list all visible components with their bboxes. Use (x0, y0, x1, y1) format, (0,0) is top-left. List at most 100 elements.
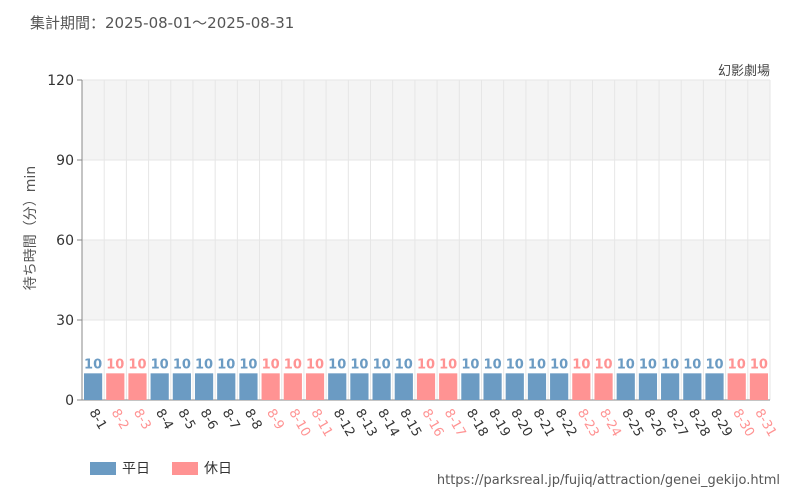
bar-value-label: 10 (661, 357, 679, 372)
y-tick-label: 90 (56, 153, 74, 169)
bar-value-label: 10 (239, 357, 257, 372)
y-tick-label: 0 (65, 393, 74, 409)
bar (305, 373, 325, 400)
bar-value-label: 10 (350, 357, 368, 372)
y-tick-label: 30 (56, 313, 74, 329)
bar (705, 373, 724, 400)
bar (328, 373, 347, 400)
bar-value-label: 10 (572, 357, 590, 372)
bar (638, 373, 658, 400)
bar-value-label: 10 (306, 357, 324, 372)
legend-label-weekday: 平日 (122, 461, 150, 477)
x-tick-label: 8-15 (396, 407, 424, 440)
x-tick-label: 8-30 (729, 407, 757, 440)
bar-value-label: 10 (617, 357, 635, 372)
bar-value-label: 10 (550, 357, 568, 372)
bar-value-label: 10 (195, 357, 213, 372)
bar (217, 373, 236, 400)
bar (749, 373, 769, 400)
x-tick-label: 8-10 (285, 407, 313, 440)
grid-band (82, 240, 770, 320)
bar-value-label: 10 (439, 357, 457, 372)
x-tick-label: 8-1 (86, 407, 110, 433)
legend-item-weekday: 平日 (90, 458, 150, 478)
bar (172, 373, 191, 400)
x-tick-label: 8-2 (108, 407, 132, 433)
bar (106, 373, 125, 400)
x-tick-label: 8-19 (485, 407, 513, 440)
bar-value-label: 10 (705, 357, 723, 372)
bar (194, 373, 214, 400)
bar-value-label: 10 (683, 357, 701, 372)
bar-value-label: 10 (728, 357, 746, 372)
bar-value-label: 10 (217, 357, 235, 372)
legend-label-holiday: 休日 (204, 461, 232, 477)
x-tick-label: 8-31 (751, 407, 779, 440)
y-tick-label: 120 (47, 73, 74, 89)
x-tick-label: 8-4 (152, 407, 176, 433)
bar (683, 373, 702, 400)
bar-value-label: 10 (328, 357, 346, 372)
bar-value-label: 10 (461, 357, 479, 372)
bar (350, 373, 369, 400)
attraction-name: 幻影劇場 (717, 64, 770, 79)
x-tick-label: 8-21 (530, 407, 558, 440)
x-tick-label: 8-28 (685, 407, 713, 440)
bar-value-label: 10 (128, 357, 146, 372)
x-tick-label: 8-6 (197, 407, 221, 433)
legend-swatch-holiday (172, 461, 198, 475)
bar-value-label: 10 (750, 357, 768, 372)
legend-item-holiday: 休日 (172, 458, 232, 478)
bar (572, 373, 591, 400)
x-tick-label: 8-14 (374, 407, 402, 440)
bar-value-label: 10 (484, 357, 502, 372)
grid-band (82, 80, 770, 160)
x-tick-label: 8-13 (352, 407, 380, 440)
source-link[interactable]: https://parksreal.jp/fujiq/attraction/ge… (436, 473, 780, 488)
x-tick-label: 8-11 (308, 407, 336, 440)
bar (594, 373, 613, 400)
bar (550, 373, 569, 400)
bar (128, 373, 147, 400)
x-tick-label: 8-22 (552, 407, 580, 440)
bar (483, 373, 502, 400)
bar (372, 373, 391, 400)
bar-value-label: 10 (106, 357, 124, 372)
x-tick-label: 8-26 (640, 407, 668, 440)
period-label: 集計期間：2025-08-01～2025-08-31 (30, 14, 295, 32)
x-tick-label: 8-7 (219, 407, 243, 433)
legend-swatch-weekday (90, 461, 116, 475)
bar-value-label: 10 (528, 357, 546, 372)
bar (461, 373, 480, 400)
bar-value-label: 10 (639, 357, 657, 372)
x-tick-label: 8-8 (241, 407, 265, 433)
bar (616, 373, 635, 400)
bar (439, 373, 458, 400)
x-tick-label: 8-29 (707, 407, 735, 440)
x-tick-label: 8-27 (663, 407, 691, 440)
bar (83, 373, 103, 400)
x-tick-label: 8-25 (618, 407, 646, 440)
bar-value-label: 10 (84, 357, 102, 372)
bar (527, 373, 547, 400)
x-tick-label: 8-24 (596, 407, 624, 440)
bar (261, 373, 280, 400)
x-tick-label: 8-3 (130, 407, 154, 433)
bar (661, 373, 680, 400)
bar (394, 373, 413, 400)
bar (283, 373, 302, 400)
x-tick-label: 8-20 (507, 407, 535, 440)
bar (727, 373, 746, 400)
x-tick-label: 8-5 (174, 407, 198, 433)
bar-value-label: 10 (417, 357, 435, 372)
x-tick-label: 8-23 (574, 407, 602, 440)
x-tick-label: 8-18 (463, 407, 491, 440)
x-tick-label: 8-12 (330, 407, 358, 440)
bar-value-label: 10 (506, 357, 524, 372)
x-tick-label: 8-9 (263, 407, 287, 433)
legend: 平日 休日 (90, 458, 254, 478)
bar-value-label: 10 (262, 357, 280, 372)
bar-value-label: 10 (151, 357, 169, 372)
bar (150, 373, 169, 400)
